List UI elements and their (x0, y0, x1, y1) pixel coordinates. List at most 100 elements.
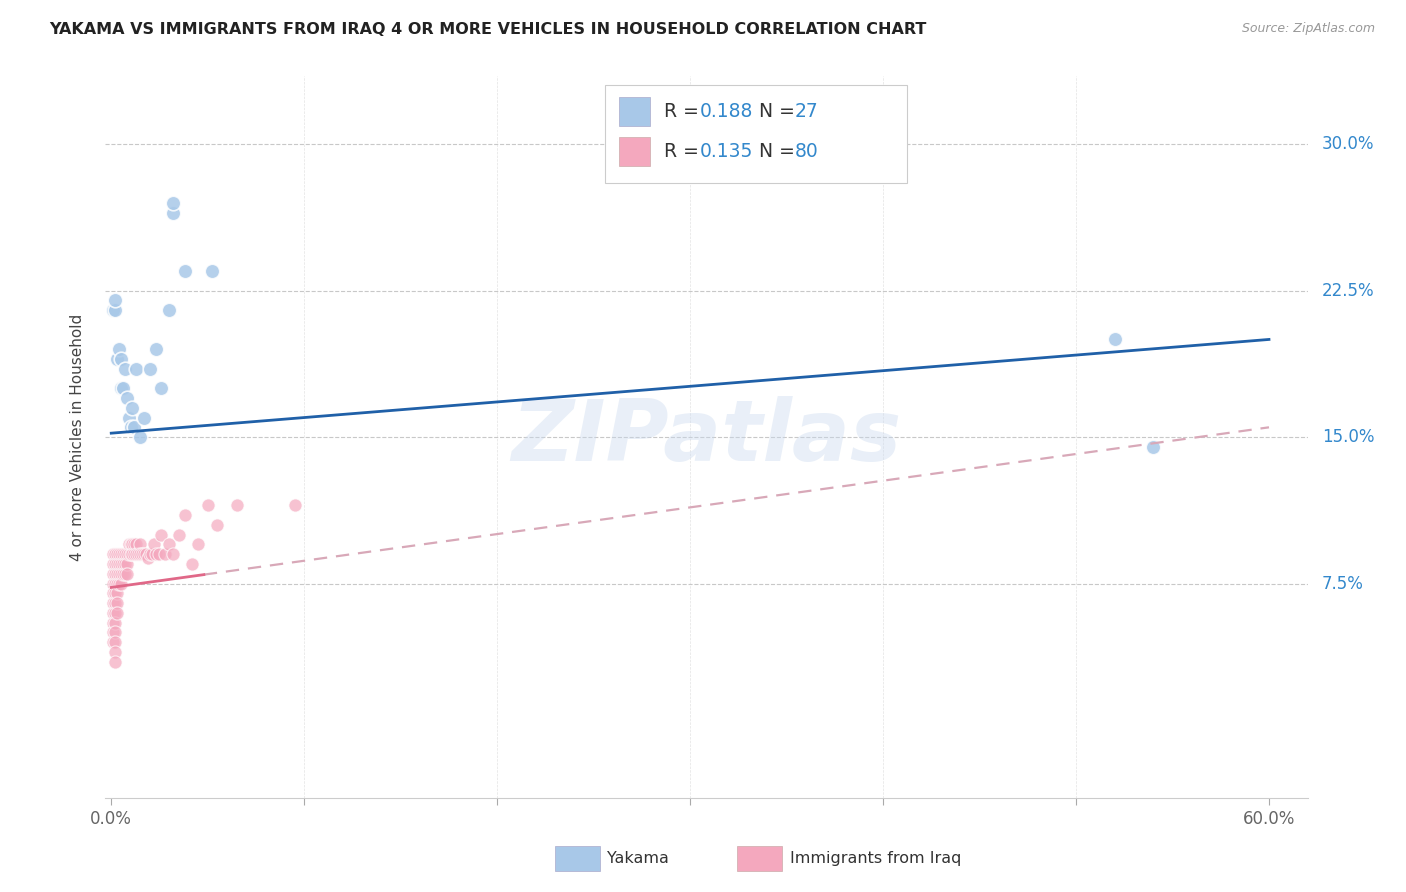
Point (1142, 440, 1164, 454)
Point (141, 547, 163, 561)
Point (101, 635, 124, 649)
Point (104, 655, 127, 669)
Point (104, 303, 127, 318)
Point (105, 606, 128, 620)
Point (283, 499, 305, 513)
Text: 80: 80 (794, 142, 818, 161)
Point (111, 547, 134, 561)
Point (104, 557, 127, 571)
Point (120, 420, 142, 434)
Point (142, 537, 165, 551)
Point (167, 527, 190, 541)
Point (173, 508, 195, 523)
Point (101, 576, 124, 591)
Point (105, 586, 128, 600)
Point (157, 537, 180, 551)
Point (120, 547, 142, 561)
Text: 0.188: 0.188 (700, 102, 754, 121)
Point (155, 547, 177, 561)
Point (104, 293, 127, 308)
Point (145, 547, 167, 561)
Text: R =: R = (664, 102, 704, 121)
Point (1104, 333, 1126, 347)
Point (101, 606, 124, 620)
Point (139, 547, 162, 561)
Point (136, 551, 159, 566)
Point (108, 557, 131, 571)
Text: 0.135: 0.135 (700, 142, 754, 161)
Point (105, 351, 128, 366)
Text: R =: R = (664, 142, 704, 161)
Point (135, 547, 157, 561)
Point (104, 566, 127, 581)
Point (104, 615, 127, 630)
Point (115, 557, 138, 571)
Text: N =: N = (759, 142, 801, 161)
Point (117, 410, 139, 425)
Point (101, 586, 124, 600)
Point (132, 547, 155, 561)
Point (110, 566, 132, 581)
Point (105, 547, 128, 561)
Point (101, 547, 124, 561)
Point (127, 547, 149, 561)
Point (132, 410, 155, 425)
Point (104, 576, 127, 591)
Point (104, 635, 127, 649)
Point (125, 537, 148, 551)
Point (110, 557, 132, 571)
Point (121, 547, 143, 561)
Point (200, 264, 222, 278)
Point (181, 557, 204, 571)
Point (114, 547, 136, 561)
Point (117, 537, 139, 551)
Point (115, 566, 138, 581)
Text: 30.0%: 30.0% (1322, 136, 1375, 153)
Point (108, 566, 131, 581)
Point (120, 537, 142, 551)
Point (101, 303, 124, 318)
Point (129, 430, 152, 444)
Point (101, 566, 124, 581)
Point (162, 195, 184, 210)
Point (129, 547, 152, 561)
Point (101, 625, 124, 640)
Point (121, 401, 143, 415)
Point (110, 381, 132, 395)
Point (117, 547, 139, 561)
Point (173, 264, 195, 278)
Point (115, 547, 138, 561)
Point (108, 547, 131, 561)
Point (104, 645, 127, 659)
Point (111, 557, 134, 571)
Point (207, 518, 229, 533)
Point (148, 547, 170, 561)
Point (187, 537, 209, 551)
Point (104, 586, 127, 600)
Point (101, 596, 124, 610)
Point (105, 566, 128, 581)
Point (125, 547, 148, 561)
Point (139, 361, 162, 376)
Point (110, 547, 132, 561)
Point (124, 547, 146, 561)
Point (150, 527, 173, 541)
Point (114, 566, 136, 581)
Point (105, 576, 128, 591)
Text: ZIPatlas: ZIPatlas (512, 395, 901, 479)
Point (162, 547, 184, 561)
Point (101, 615, 124, 630)
Point (110, 351, 132, 366)
Text: N =: N = (759, 102, 801, 121)
Point (225, 499, 247, 513)
Point (125, 361, 148, 376)
Point (105, 596, 128, 610)
Point (114, 557, 136, 571)
Text: 15.0%: 15.0% (1322, 428, 1375, 446)
Point (101, 557, 124, 571)
Point (129, 537, 152, 551)
Point (150, 381, 173, 395)
Point (114, 361, 136, 376)
Point (105, 557, 128, 571)
Point (108, 576, 131, 591)
